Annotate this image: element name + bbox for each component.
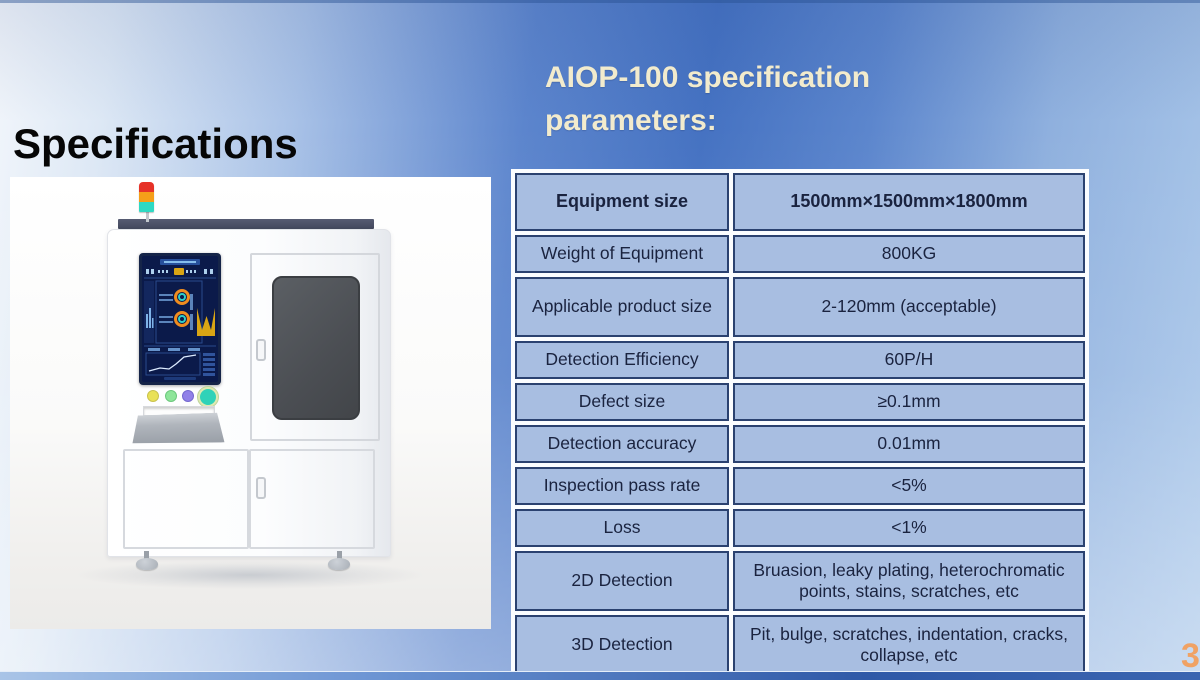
spec-value-cell: Bruasion, leaky plating, heterochromatic… xyxy=(733,551,1085,611)
yellow-button-icon xyxy=(147,390,159,402)
table-row: 2D Detection Bruasion, leaky plating, he… xyxy=(515,551,1085,611)
tower-light-cyan xyxy=(139,202,154,212)
spec-label-cell: Weight of Equipment xyxy=(515,235,729,273)
machine-foot-left xyxy=(136,558,158,570)
spec-label-cell: Defect size xyxy=(515,383,729,421)
spec-value-cell: 0.01mm xyxy=(733,425,1085,463)
teal-button-icon xyxy=(198,387,218,407)
machine-top-rail xyxy=(118,219,374,229)
page-number: 3 xyxy=(1181,637,1200,675)
signal-tower-pole xyxy=(146,210,149,222)
inspection-door xyxy=(250,253,380,441)
spec-label-cell: Detection Efficiency xyxy=(515,341,729,379)
spec-label-cell: 3D Detection xyxy=(515,615,729,675)
machine-foot-right xyxy=(328,558,350,570)
product-photo xyxy=(10,177,491,629)
table-row: Inspection pass rate <5% xyxy=(515,467,1085,505)
spec-value-cell: <5% xyxy=(733,467,1085,505)
page-title: Specifications xyxy=(13,120,298,167)
table-row: Equipment size 1500mm×1500mm×1800mm xyxy=(515,173,1085,231)
spec-value-cell: <1% xyxy=(733,509,1085,547)
table-row: Weight of Equipment 800KG xyxy=(515,235,1085,273)
spec-label-cell: Detection accuracy xyxy=(515,425,729,463)
cabinet-door-left xyxy=(123,449,249,549)
table-row: 3D Detection Pit, bulge, scratches, inde… xyxy=(515,615,1085,675)
green-button-icon xyxy=(165,390,177,402)
spec-label-cell: Loss xyxy=(515,509,729,547)
machine-floor-shadow xyxy=(78,561,422,589)
table-row: Defect size ≥0.1mm xyxy=(515,383,1085,421)
spec-value-cell: ≥0.1mm xyxy=(733,383,1085,421)
hmi-touchscreen xyxy=(139,253,221,385)
spec-value-cell: Pit, bulge, scratches, indentation, crac… xyxy=(733,615,1085,675)
machine-output-tray xyxy=(132,412,225,445)
spec-table: Equipment size 1500mm×1500mm×1800mm Weig… xyxy=(511,169,1089,679)
slide-top-accent-line xyxy=(0,0,1200,3)
table-row: Detection accuracy 0.01mm xyxy=(515,425,1085,463)
spec-label-cell: Inspection pass rate xyxy=(515,467,729,505)
slide-bottom-accent-bar xyxy=(0,671,1200,680)
inspection-window xyxy=(272,276,360,420)
cabinet-door-right xyxy=(249,449,375,549)
spec-value-cell: 60P/H xyxy=(733,341,1085,379)
spec-label-cell: Equipment size xyxy=(515,173,729,231)
spec-table-title-line1: AIOP-100 specification xyxy=(545,61,871,94)
spec-table-title-line2: parameters: xyxy=(545,104,717,137)
purple-button-icon xyxy=(182,390,194,402)
tower-light-red xyxy=(139,182,154,192)
machine-leg-right xyxy=(337,551,342,560)
spec-label-cell: 2D Detection xyxy=(515,551,729,611)
table-row: Loss <1% xyxy=(515,509,1085,547)
spec-value-cell: 1500mm×1500mm×1800mm xyxy=(733,173,1085,231)
hmi-dashboard-graphic xyxy=(142,256,218,382)
signal-tower-light-icon xyxy=(139,182,154,212)
tower-light-amber xyxy=(139,192,154,202)
spec-value-cell: 2-120mm (acceptable) xyxy=(733,277,1085,337)
spec-label-cell: Applicable product size xyxy=(515,277,729,337)
table-row: Detection Efficiency 60P/H xyxy=(515,341,1085,379)
table-row: Applicable product size 2-120mm (accepta… xyxy=(515,277,1085,337)
cabinet-door-handle xyxy=(256,477,266,499)
inspection-door-handle xyxy=(256,339,266,361)
spec-table-title: AIOP-100 specification parameters: xyxy=(545,56,1005,142)
spec-value-cell: 800KG xyxy=(733,235,1085,273)
machine-leg-left xyxy=(144,551,149,560)
